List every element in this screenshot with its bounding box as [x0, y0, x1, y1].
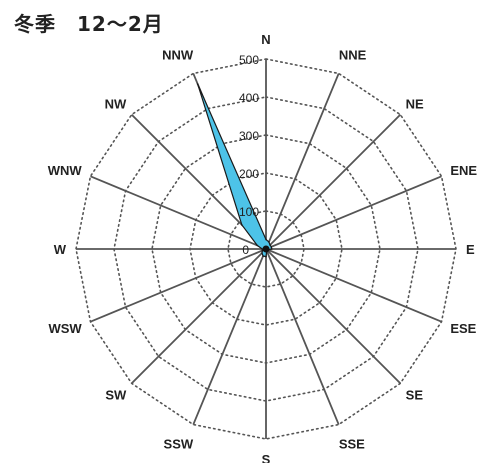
direction-label-nne: NNE [339, 48, 367, 63]
spoke-ese [265, 248, 442, 323]
center-dot [262, 245, 270, 253]
direction-label-nw: NW [105, 96, 127, 111]
direction-label-sse: SSE [339, 436, 365, 451]
data-point-sw [261, 252, 263, 254]
direction-label-wsw: WSW [48, 321, 82, 336]
direction-labels: N NNE NE ENE E ESE SE SSE S SSW SW WSW W WNW NW NNW [48, 32, 478, 463]
frequency-polygon [197, 83, 273, 258]
direction-label-e: E [466, 242, 475, 257]
spoke-sw [131, 248, 267, 384]
spoke-ene [265, 175, 442, 250]
frequency-area [196, 83, 273, 258]
tick-label-200: 200 [239, 167, 259, 181]
direction-label-s: S [262, 452, 271, 463]
tick-label-0: 0 [242, 243, 249, 257]
tick-label-300: 300 [239, 129, 259, 143]
direction-label-ene: ENE [450, 163, 477, 178]
direction-label-wnw: WNW [48, 163, 83, 178]
spoke-wnw [90, 175, 267, 250]
tick-label-400: 400 [239, 91, 259, 105]
direction-label-n: N [261, 32, 270, 47]
data-point-nnw [196, 83, 199, 85]
data-point-nne [268, 241, 270, 243]
direction-label-nnw: NNW [162, 48, 194, 63]
direction-spokes [76, 59, 456, 439]
data-point-ssw [262, 255, 264, 257]
direction-label-se: SE [406, 388, 424, 403]
tick-label-100: 100 [239, 205, 259, 219]
data-point-wnw [256, 244, 259, 247]
spoke-ssw [192, 248, 267, 425]
direction-label-sw: SW [105, 388, 127, 403]
data-point-ne [269, 244, 271, 246]
spoke-nne [265, 73, 340, 250]
direction-label-ese: ESE [450, 321, 476, 336]
tick-label-500: 500 [239, 53, 259, 67]
spoke-sse [265, 248, 340, 425]
data-point-ene [270, 246, 273, 248]
direction-label-ne: NE [406, 96, 424, 111]
spoke-se [265, 248, 401, 384]
data-point-n [265, 238, 267, 241]
radial-tick-labels: 0 100 200 300 400 500 [239, 53, 259, 257]
direction-label-w: W [54, 242, 67, 257]
data-point-s [265, 255, 267, 258]
grid-ring-100 [227, 210, 305, 288]
spoke-ne [265, 114, 401, 250]
data-point-nw [241, 224, 243, 226]
chart-title: 冬季 12〜2月 [14, 12, 164, 36]
data-point-e [270, 248, 273, 250]
spoke-wsw [90, 248, 267, 323]
direction-label-ssw: SSW [164, 436, 194, 451]
